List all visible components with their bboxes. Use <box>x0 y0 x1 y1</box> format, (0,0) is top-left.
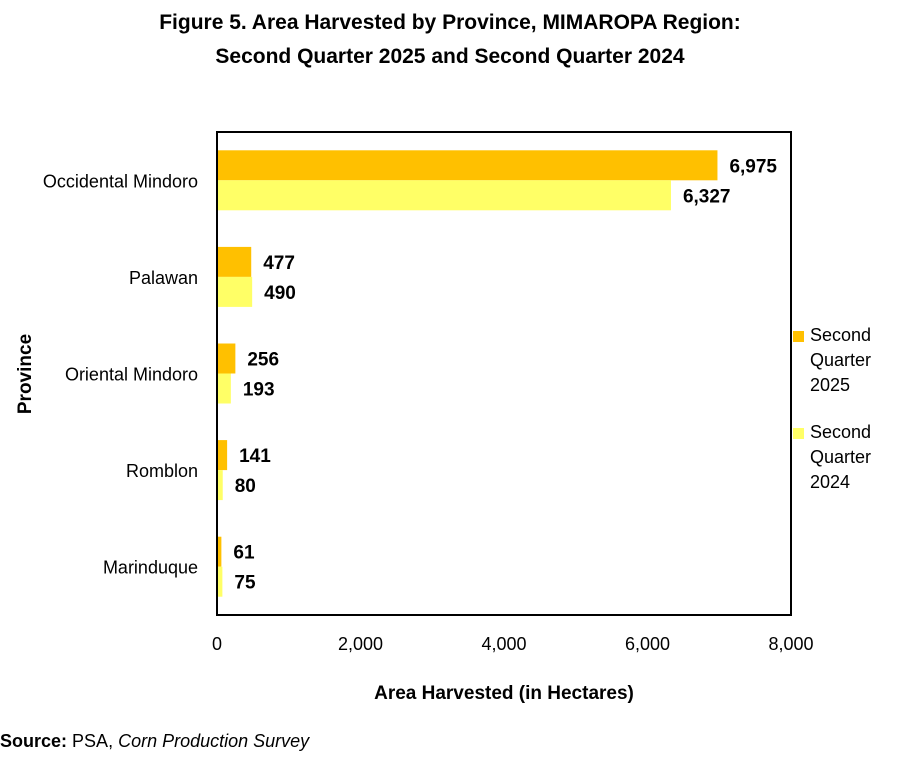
y-tick-label: Romblon <box>126 461 198 481</box>
data-label: 6,975 <box>729 156 777 177</box>
x-tick-label: 0 <box>212 634 222 654</box>
bar-chart: 6,975 6,327 Occidental Mindoro 477 490 Palawa… <box>15 131 814 704</box>
bar-q2-2025 <box>217 343 236 374</box>
source-note: Source: PSA, Corn Production Survey <box>0 731 309 752</box>
data-label: 75 <box>234 573 256 594</box>
legend-label: Second Quarter 2024 <box>810 422 872 492</box>
bar-q2-2024 <box>217 470 223 501</box>
legend-label: Second Quarter 2025 <box>810 325 872 395</box>
bar-q2-2025 <box>217 150 718 181</box>
x-tick-label: 8,000 <box>768 634 813 654</box>
chart-title-line-2: Second Quarter 2025 and Second Quarter 2… <box>215 45 685 68</box>
data-label: 61 <box>233 543 255 564</box>
source-org: PSA, <box>72 731 114 751</box>
chart-title-line-1: Figure 5. Area Harvested by Province, MI… <box>159 11 741 34</box>
bar-q2-2025 <box>217 246 252 277</box>
y-tick-label: Marinduque <box>103 558 198 578</box>
y-tick-label: Occidental Mindoro <box>43 171 198 191</box>
x-tick-label: 6,000 <box>625 634 670 654</box>
data-label: 477 <box>263 253 295 274</box>
x-axis-title: Area Harvested (in Hectares) <box>374 683 634 704</box>
x-tick-label: 2,000 <box>338 634 383 654</box>
bar-q2-2024 <box>217 180 671 211</box>
legend-swatch <box>793 331 804 342</box>
bar-q2-2025 <box>217 440 228 471</box>
bar-q2-2024 <box>217 373 231 404</box>
bar-q2-2024 <box>217 276 253 307</box>
chart-title: Figure 5. Area Harvested by Province, MI… <box>0 6 900 74</box>
data-label: 193 <box>243 380 275 401</box>
y-tick-label: Palawan <box>129 268 198 288</box>
legend-swatch <box>793 428 804 439</box>
plot-area-border <box>216 131 792 616</box>
data-label: 490 <box>264 283 296 304</box>
legend-item-q2-2025: Second Quarter 2025 <box>793 323 871 398</box>
data-label: 256 <box>247 350 279 371</box>
y-axis-title: Province <box>15 334 36 414</box>
bar-q2-2024 <box>217 566 223 597</box>
data-label: 6,327 <box>683 186 731 207</box>
legend-item-q2-2024: Second Quarter 2024 <box>793 420 871 495</box>
bar-q2-2025 <box>217 536 222 567</box>
x-tick-label: 4,000 <box>481 634 526 654</box>
source-label: Source: <box>0 731 68 751</box>
data-label: 141 <box>239 446 271 467</box>
data-label: 80 <box>235 476 256 497</box>
source-survey: Corn Production Survey <box>118 731 310 751</box>
y-tick-label: Oriental Mindoro <box>65 365 198 385</box>
